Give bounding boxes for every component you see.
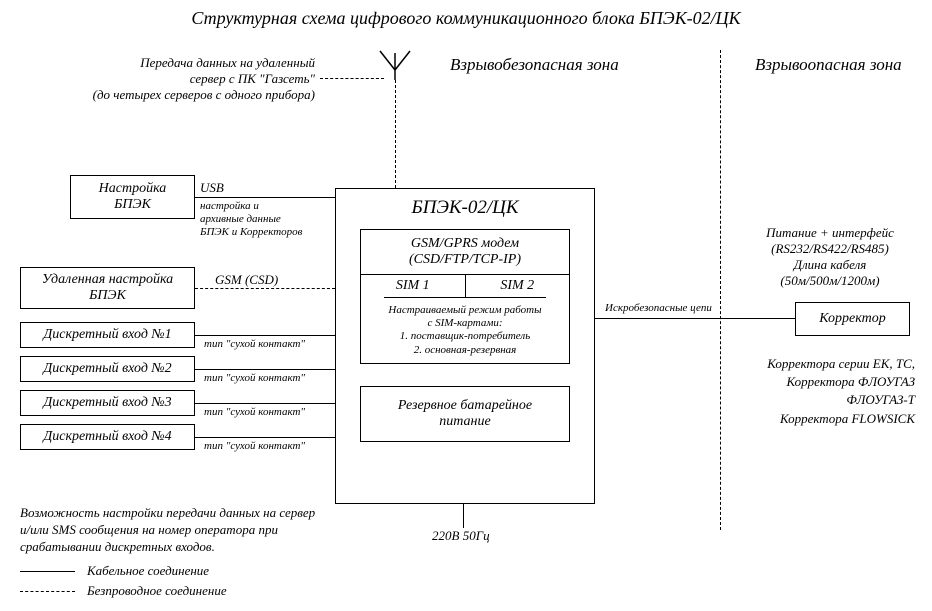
discrete-input-1: Дискретный вход №1 [20, 322, 195, 348]
gsm-label: GSM (CSD) [215, 272, 278, 288]
d3-connection [195, 403, 335, 404]
d3-note: тип "сухой контакт" [204, 406, 305, 419]
setup-connection [195, 197, 335, 198]
d4-connection [195, 437, 335, 438]
corrector-list: Корректора серии ЕК, ТС, Корректора ФЛОУ… [735, 355, 915, 428]
d1-note: тип "сухой контакт" [204, 338, 305, 351]
modem-block: GSM/GPRS модем (CSD/FTP/TCP-IP) SIM 1 SI… [360, 229, 570, 364]
discrete-input-3: Дискретный вход №3 [20, 390, 195, 416]
sim-note: Настраиваемый режим работы с SIM-картами… [384, 297, 545, 363]
top-note: Передача данных на удаленный сервер с ПК… [40, 55, 315, 103]
antenna-connection [395, 80, 396, 188]
corrector-connection [595, 318, 795, 319]
d1-connection [195, 335, 335, 336]
top-note-line3: (до четырех серверов с одного прибора) [40, 87, 315, 103]
zone-divider [720, 50, 721, 530]
usb-label: USB [200, 180, 224, 196]
power-connection [463, 504, 464, 528]
setup-block: Настройка БПЭК [70, 175, 195, 219]
usb-note: настройка и архивные данные БПЭК и Корре… [200, 200, 302, 240]
sim1-label: SIM 1 [361, 275, 466, 297]
corrector-block: Корректор [795, 302, 910, 336]
top-note-line1: Передача данных на удаленный [40, 55, 315, 71]
d2-connection [195, 369, 335, 370]
main-block-title: БПЭК-02/ЦК [412, 197, 519, 219]
bottom-note: Возможность настройки передачи данных на… [20, 505, 315, 556]
diagram-title: Структурная схема цифрового коммуникацио… [0, 0, 932, 29]
battery-block: Резервное батарейное питание [360, 386, 570, 442]
iskro-label: Искробезопасные цепи [605, 302, 712, 315]
sim2-label: SIM 2 [466, 275, 570, 297]
legend-solid: Кабельное соединение [20, 562, 209, 580]
modem-label: GSM/GPRS модем (CSD/FTP/TCP-IP) [405, 230, 525, 274]
legend-dashed: Безпроводное соединение [20, 582, 227, 600]
legend-solid-label: Кабельное соединение [87, 563, 209, 578]
legend-dashed-label: Безпроводное соединение [87, 583, 227, 598]
d4-note: тип "сухой контакт" [204, 440, 305, 453]
zone-right-label: Взрывоопасная зона [755, 55, 902, 75]
legend-solid-line [20, 571, 75, 572]
remote-block: Удаленная настройка БПЭК [20, 267, 195, 309]
remote-connection [195, 288, 335, 289]
main-block: БПЭК-02/ЦК GSM/GPRS модем (CSD/FTP/TCP-I… [335, 188, 595, 504]
note-to-antenna [320, 78, 384, 79]
legend-dashed-line [20, 591, 75, 592]
top-note-line2: сервер с ПК "Газсеть" [40, 71, 315, 87]
discrete-input-2: Дискретный вход №2 [20, 356, 195, 382]
zone-left-label: Взрывобезопасная зона [450, 55, 619, 75]
right-note: Питание + интерфейс (RS232/RS422/RS485) … [745, 225, 915, 289]
d2-note: тип "сухой контакт" [204, 372, 305, 385]
power-label: 220В 50Гц [432, 528, 490, 544]
discrete-input-4: Дискретный вход №4 [20, 424, 195, 450]
